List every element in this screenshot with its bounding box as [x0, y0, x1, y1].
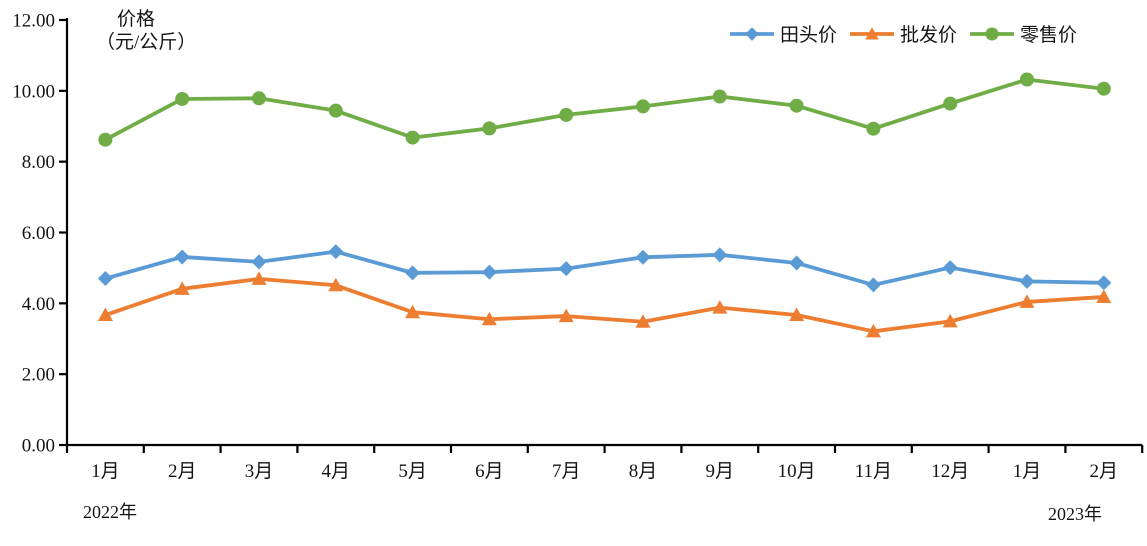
- y-tick-label: 4.00: [22, 294, 55, 315]
- series-marker-wholesale-price: [1096, 289, 1112, 303]
- series-marker-field-price: [174, 249, 190, 265]
- legend: 田头价 批发价 零售价: [729, 20, 1077, 47]
- series-marker-retail-price: [943, 96, 958, 111]
- wholesale-price-line-marker-icon: [849, 26, 895, 42]
- series-marker-retail-price: [98, 132, 113, 147]
- x-month-label: 3月: [245, 461, 274, 482]
- x-month-label: 7月: [552, 461, 581, 482]
- series-marker-wholesale-price: [635, 314, 651, 328]
- x-month-label: 1月: [1013, 461, 1042, 482]
- series-marker-field-price: [328, 244, 344, 260]
- series-marker-retail-price: [482, 121, 497, 136]
- legend-item-retail-price: 零售价: [969, 20, 1077, 47]
- x-axis-year-2023: 2023年: [1048, 504, 1102, 524]
- x-month-label: 12月: [931, 461, 969, 482]
- series-marker-wholesale-price: [174, 281, 190, 295]
- series-marker-retail-price: [1020, 72, 1034, 87]
- y-axis-title-line1: 价格: [117, 9, 156, 30]
- series-marker-wholesale-price: [481, 311, 497, 326]
- series-marker-field-price: [251, 254, 267, 270]
- series-marker-wholesale-price: [97, 307, 113, 322]
- y-tick-label: 2.00: [22, 365, 55, 386]
- series-marker-retail-price: [636, 99, 650, 114]
- retail-price-line-marker-icon: [969, 26, 1015, 42]
- series-marker-wholesale-price: [251, 271, 267, 285]
- series-marker-retail-price: [866, 121, 881, 136]
- x-month-label: 6月: [475, 461, 504, 482]
- series-marker-field-price: [635, 249, 651, 265]
- series-marker-field-price: [712, 247, 728, 263]
- series-marker-field-price: [865, 277, 881, 293]
- series-marker-wholesale-price: [405, 304, 421, 319]
- series-line-wholesale-price: [104, 276, 1104, 334]
- series-marker-retail-price: [712, 89, 727, 104]
- series-marker-field-price: [1096, 275, 1112, 291]
- x-month-label: 1月: [91, 461, 120, 482]
- series-marker-retail-price: [175, 91, 190, 106]
- series-marker-retail-price: [789, 98, 804, 113]
- series-marker-field-price: [789, 255, 805, 271]
- x-month-label: 8月: [629, 461, 658, 482]
- series-line-retail-price: [104, 77, 1105, 142]
- series-marker-field-price: [558, 261, 574, 277]
- series-line-field-price: [104, 249, 1104, 287]
- series-marker-wholesale-price: [558, 308, 574, 323]
- series-marker-field-price: [405, 265, 421, 281]
- legend-label-wholesale-price: 批发价: [900, 25, 958, 46]
- series-marker-retail-price: [328, 103, 343, 118]
- x-month-label: 2月: [1090, 461, 1119, 482]
- legend-item-field-price: 田头价: [729, 20, 837, 47]
- series-marker-retail-price: [1096, 81, 1111, 96]
- series-marker-field-price: [942, 260, 958, 276]
- y-tick-label: 12.00: [12, 11, 55, 32]
- legend-label-retail-price: 零售价: [1020, 25, 1078, 46]
- y-tick-label: 10.00: [12, 81, 55, 102]
- series-marker-wholesale-price: [712, 300, 728, 314]
- series-marker-wholesale-price: [328, 277, 344, 292]
- series-marker-retail-price: [559, 107, 574, 122]
- series-marker-field-price: [1019, 273, 1035, 289]
- y-tick-label: 0.00: [22, 436, 55, 457]
- x-month-label: 10月: [778, 461, 816, 482]
- y-axis-title-line2: （元/公斤）: [96, 32, 197, 53]
- series-marker-field-price: [97, 271, 113, 287]
- x-month-label: 11月: [855, 461, 892, 482]
- x-month-label: 9月: [706, 461, 735, 482]
- series-marker-wholesale-price: [789, 307, 805, 322]
- x-axis-year-2022: 2022年: [83, 502, 137, 522]
- x-month-label: 4月: [322, 461, 351, 482]
- legend-label-field-price: 田头价: [780, 25, 838, 46]
- series-marker-retail-price: [405, 130, 420, 145]
- series-marker-wholesale-price: [942, 313, 958, 328]
- series-marker-wholesale-price: [1019, 294, 1035, 308]
- x-month-label: 5月: [398, 461, 427, 482]
- series-marker-wholesale-price: [865, 323, 881, 338]
- y-tick-label: 6.00: [22, 223, 55, 244]
- field-price-line-marker-icon: [729, 26, 775, 42]
- series-marker-retail-price: [252, 91, 266, 106]
- legend-item-wholesale-price: 批发价: [849, 20, 957, 47]
- series-marker-field-price: [481, 264, 497, 280]
- x-month-label: 2月: [168, 461, 197, 482]
- y-tick-label: 8.00: [22, 152, 55, 173]
- y-axis-title: 价格 （元/公斤）: [96, 8, 196, 54]
